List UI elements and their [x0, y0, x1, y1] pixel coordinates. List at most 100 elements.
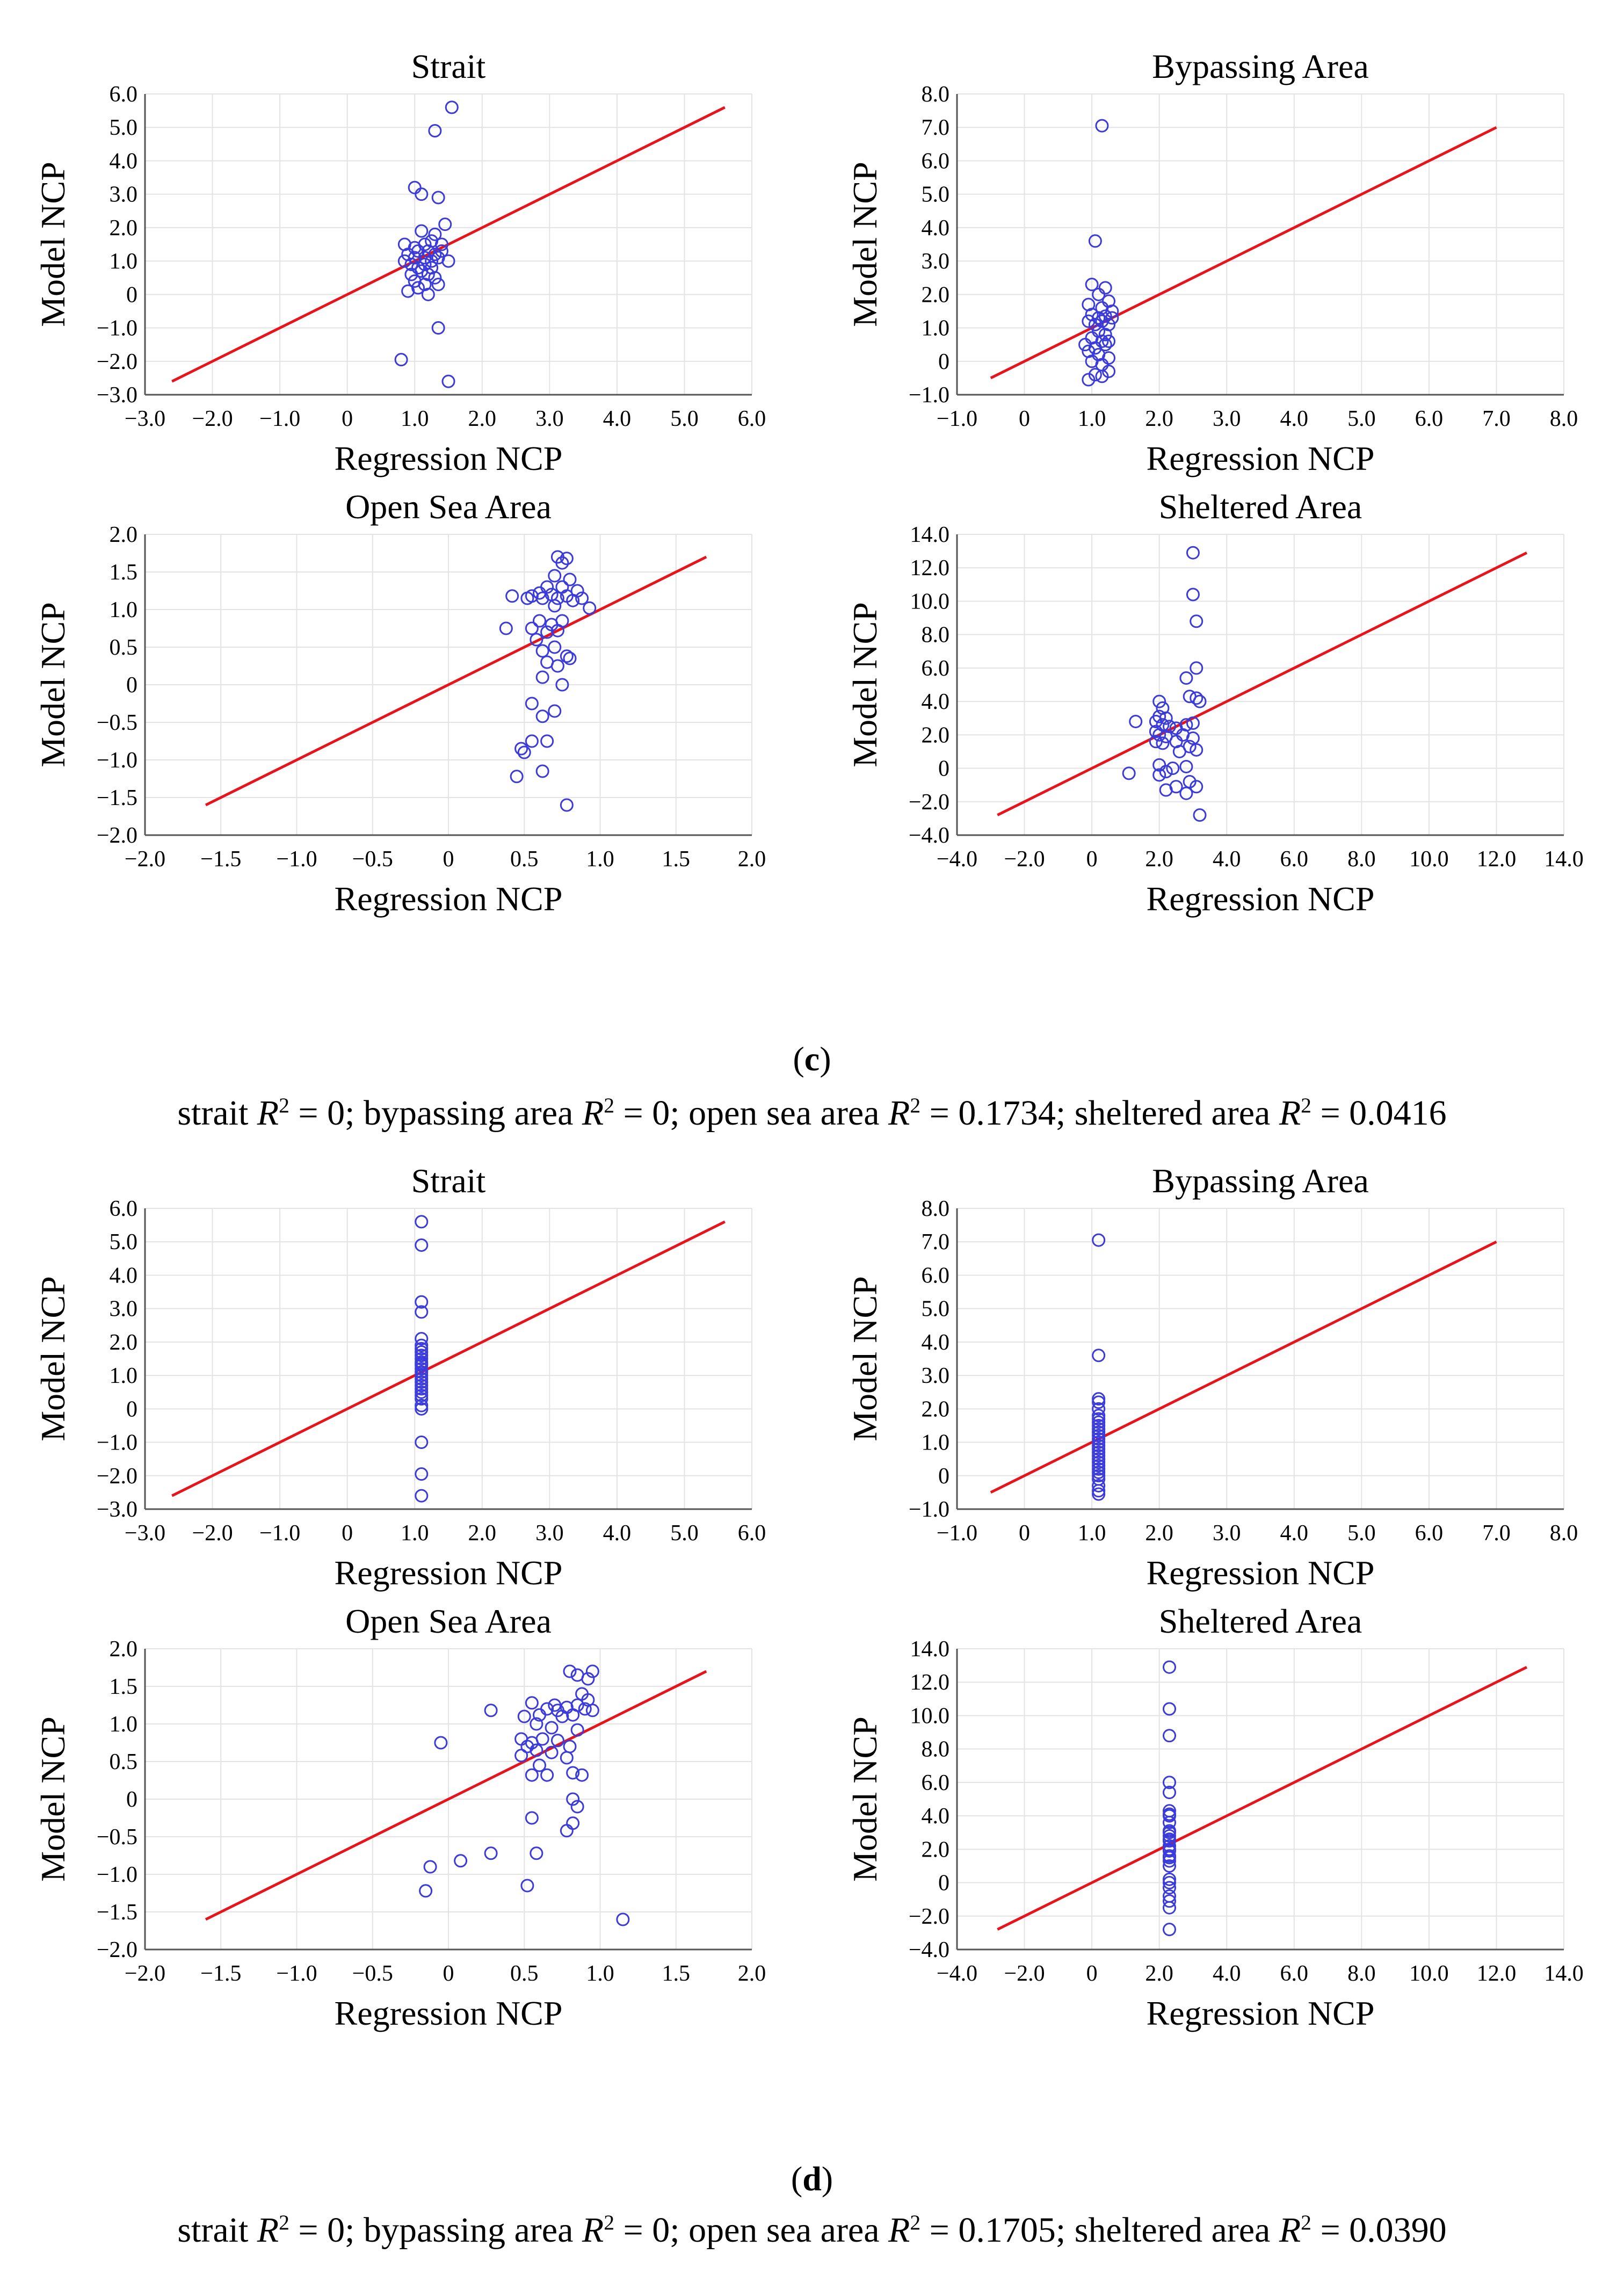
caption-area-name: open sea area	[688, 2211, 889, 2250]
chart-d-sheltered-area: −4.0 −2.0 0 2.0 4.0 6.0 8.0 10.0 12.0 14.0 −4.0 −2.…	[846, 1602, 1584, 2032]
data-point	[560, 649, 574, 663]
data-point	[397, 254, 411, 268]
data-point	[1163, 1816, 1176, 1830]
x-tick-label: 1.5	[662, 1961, 691, 1986]
data-point	[1159, 783, 1173, 797]
y-tick-label: 0	[126, 673, 137, 698]
data-point	[555, 556, 569, 570]
y-tick-label: −4.0	[909, 823, 949, 848]
y-tick-label: 0	[126, 282, 137, 307]
data-point	[566, 1766, 580, 1780]
data-point	[1105, 304, 1119, 318]
data-point	[570, 1800, 584, 1814]
y-tick-label: −0.5	[97, 1825, 137, 1850]
data-point	[415, 1338, 429, 1352]
data-point	[1092, 1415, 1106, 1429]
x-tick-label: 1.0	[586, 847, 614, 872]
r2-value: = 0.1705	[920, 2211, 1056, 2250]
y-tick-label: 2.0	[922, 1397, 950, 1422]
y-tick-label: 0	[126, 1787, 137, 1812]
data-point	[1163, 1834, 1176, 1848]
chart-title: Open Sea Area	[345, 1602, 552, 1640]
data-point	[1092, 1412, 1106, 1426]
y-tick-label: 1.0	[110, 598, 138, 622]
data-point	[1163, 1660, 1176, 1674]
data-point	[548, 640, 562, 654]
data-point	[1179, 759, 1193, 773]
y-tick-label: 0	[938, 1871, 949, 1896]
data-point	[415, 1295, 429, 1309]
r2-symbol: R	[582, 1093, 604, 1133]
data-point	[1163, 1829, 1176, 1843]
r2-value: = 0.1734	[920, 1093, 1056, 1133]
data-point	[438, 218, 452, 231]
data-point	[1092, 1409, 1106, 1423]
data-point	[560, 1824, 574, 1838]
y-tick-label: −1.0	[97, 1863, 137, 1887]
data-point	[566, 1708, 580, 1722]
data-point	[415, 1238, 429, 1252]
y-tick-label: 1.0	[110, 249, 138, 274]
data-point	[1190, 661, 1204, 675]
data-point	[616, 1912, 630, 1926]
data-point	[520, 1879, 534, 1893]
data-point	[415, 1392, 429, 1406]
data-point	[1092, 1349, 1106, 1363]
data-point	[1092, 1442, 1106, 1456]
data-point	[423, 1860, 437, 1874]
x-tick-label: 2.0	[468, 407, 497, 431]
y-tick-label: 6.0	[922, 1263, 950, 1288]
x-tick-label: 2.0	[468, 1521, 497, 1546]
data-point	[1152, 694, 1166, 708]
x-tick-label: 0	[1019, 407, 1030, 431]
x-tick-label: −3.0	[125, 1521, 165, 1546]
data-point	[1190, 691, 1204, 705]
data-point	[408, 180, 422, 194]
y-tick-label: −1.0	[909, 1497, 949, 1522]
x-tick-label: 2.0	[1145, 1521, 1173, 1546]
y-tick-label: 1.0	[110, 1712, 138, 1737]
data-point	[415, 1489, 429, 1503]
y-tick-label: −2.0	[97, 350, 137, 374]
chart-d-bypassing-area: −1.0 0 1.0 2.0 3.0 4.0 5.0 6.0 7.0 8.0 −1.0 0 1.0 2.0…	[846, 1162, 1578, 1592]
x-tick-label: 2.0	[1145, 847, 1173, 872]
data-point	[415, 1305, 429, 1319]
data-point	[525, 1768, 539, 1782]
data-point	[533, 1708, 546, 1722]
data-point	[550, 591, 564, 605]
panel-letter-c: c	[804, 1040, 820, 1078]
data-point	[431, 191, 445, 205]
caption-area-name: sheltered area	[1074, 1093, 1279, 1133]
r2-value: = 0	[289, 1093, 345, 1133]
y-tick-label: 8.0	[922, 623, 950, 648]
chart-c-bypassing-area: −1.0 0 1.0 2.0 3.0 4.0 5.0 6.0 7.0 8.0 −1.0 0 1.0 2.0…	[846, 47, 1578, 477]
data-point	[411, 261, 425, 275]
data-point	[1163, 1825, 1176, 1839]
y-tick-label: −2.0	[909, 1904, 949, 1929]
y-tick-label: −0.5	[97, 711, 137, 735]
x-tick-label: 2.0	[1145, 407, 1173, 431]
data-point	[520, 591, 534, 605]
caption-area-name: open sea area	[688, 1093, 889, 1133]
x-tick-label: 4.0	[603, 1521, 632, 1546]
x-tick-label: 1.0	[1078, 407, 1106, 431]
y-tick-label: −2.0	[97, 823, 137, 848]
data-point	[415, 1352, 429, 1366]
y-tick-label: 1.5	[110, 560, 138, 585]
y-tick-label: 6.0	[922, 149, 950, 173]
data-point	[415, 1382, 429, 1396]
x-tick-label: −4.0	[937, 1961, 977, 1986]
x-tick-label: 5.0	[1347, 407, 1376, 431]
data-point	[484, 1846, 498, 1860]
data-point	[1092, 1479, 1106, 1492]
y-tick-label: 4.0	[922, 1804, 950, 1829]
y-tick-label: 14.0	[910, 1637, 950, 1662]
chart-c-open-sea-area: −2.0 −1.5 −1.0 −0.5 0 0.5 1.0 1.5 2.0 −2.0 −1.5 −1.…	[34, 488, 766, 918]
chart-title: Open Sea Area	[345, 488, 552, 526]
identity-line	[990, 1240, 1497, 1494]
data-point	[1102, 351, 1115, 365]
x-axis-label: Regression NCP	[335, 1554, 563, 1592]
x-tick-label: 3.0	[535, 1521, 564, 1546]
y-tick-label: 2.0	[110, 1330, 138, 1355]
data-point	[1092, 1459, 1106, 1473]
